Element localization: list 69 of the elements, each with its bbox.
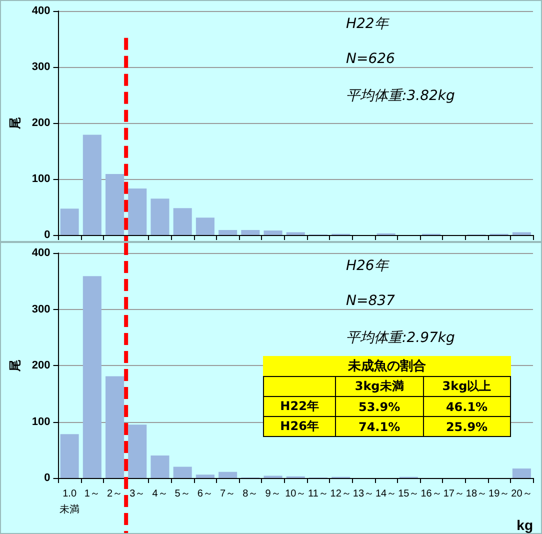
- x-axis-title: kg: [516, 517, 533, 533]
- annotation: 46.1%: [423, 396, 510, 416]
- annotation: 平均体重:3.82kg: [346, 87, 455, 105]
- x-tick-label: 5～: [174, 488, 190, 500]
- bar: [196, 218, 214, 235]
- y-tick-label: 100: [32, 416, 50, 428]
- x-tick-label: 19～: [488, 488, 510, 500]
- x-tick-label: 9～: [265, 488, 281, 500]
- x-tick-label: 7～: [220, 488, 236, 500]
- annotation: 74.1%: [336, 416, 424, 436]
- y-tick-label: 300: [32, 303, 50, 316]
- bar: [196, 474, 214, 478]
- annotation: H26年: [346, 257, 388, 275]
- annotation: H26年: [264, 416, 336, 436]
- x-tick-label: 10～: [285, 488, 306, 500]
- bar: [82, 276, 102, 478]
- x-tick-label: 3～: [130, 488, 146, 500]
- bar: [218, 472, 238, 478]
- x-tick-label: 14～: [375, 488, 397, 500]
- x-tick-label: 1.0 未満: [60, 488, 80, 516]
- bar: [128, 188, 147, 235]
- annotation: N=837: [346, 293, 395, 309]
- bar: [60, 434, 79, 478]
- bar: [264, 230, 282, 235]
- bar: [173, 208, 192, 235]
- annotation: H22年: [264, 396, 336, 416]
- bar: [82, 134, 102, 235]
- bar: [60, 208, 79, 235]
- bar: [512, 468, 531, 478]
- annotation: H22年: [346, 15, 388, 33]
- y-axis-title: 尾: [8, 117, 22, 130]
- x-tick-label: 4～: [152, 488, 168, 500]
- y-tick-label: 100: [32, 173, 50, 185]
- bar: [150, 456, 170, 478]
- annotation: 平均体重:2.97kg: [346, 329, 455, 347]
- bar: [128, 424, 147, 478]
- x-tick-label: 16～: [420, 488, 442, 500]
- annotation: N=626: [346, 51, 395, 67]
- bar: [286, 232, 305, 235]
- bar: [150, 198, 170, 235]
- x-tick-label: 18～: [466, 488, 488, 500]
- y-tick-label: 0: [44, 229, 50, 241]
- bar: [173, 466, 192, 478]
- bar: [106, 174, 124, 235]
- x-tick-label: 13～: [352, 488, 374, 500]
- x-tick-label: 11～: [308, 488, 328, 500]
- y-tick-label: 300: [32, 61, 50, 73]
- x-tick-label: 6～: [197, 488, 213, 500]
- y-axis-title: 尾: [8, 360, 22, 372]
- annotation: 25.9%: [423, 416, 510, 436]
- y-tick-label: 200: [32, 360, 50, 372]
- annotation: 3kg未満: [336, 376, 424, 396]
- y-tick-label: 400: [32, 247, 50, 259]
- bar: [218, 230, 238, 235]
- y-tick-label: 400: [32, 5, 50, 17]
- x-tick-label: 15～: [398, 488, 420, 500]
- x-tick-label: 20～: [511, 488, 532, 500]
- annotation: 53.9%: [336, 396, 424, 416]
- x-tick-label: 8～: [242, 488, 258, 500]
- bar: [241, 230, 260, 235]
- x-tick-label: 17～: [443, 488, 464, 500]
- annotation: 3kg以上: [423, 376, 510, 396]
- y-tick-label: 0: [44, 472, 50, 484]
- x-tick-label: 12～: [330, 488, 352, 500]
- bar: [512, 232, 531, 235]
- annotation: 未成魚の割合: [347, 358, 427, 376]
- x-tick-label: 2～: [106, 488, 123, 500]
- y-tick-label: 200: [32, 117, 50, 129]
- x-tick-label: 1～: [84, 488, 100, 500]
